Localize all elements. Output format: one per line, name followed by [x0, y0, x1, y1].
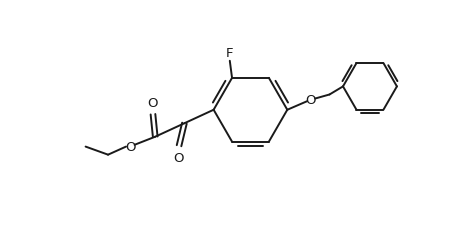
Text: O: O	[147, 97, 158, 109]
Text: O: O	[305, 94, 315, 107]
Text: F: F	[226, 46, 233, 59]
Text: O: O	[125, 140, 136, 153]
Text: O: O	[172, 151, 183, 164]
